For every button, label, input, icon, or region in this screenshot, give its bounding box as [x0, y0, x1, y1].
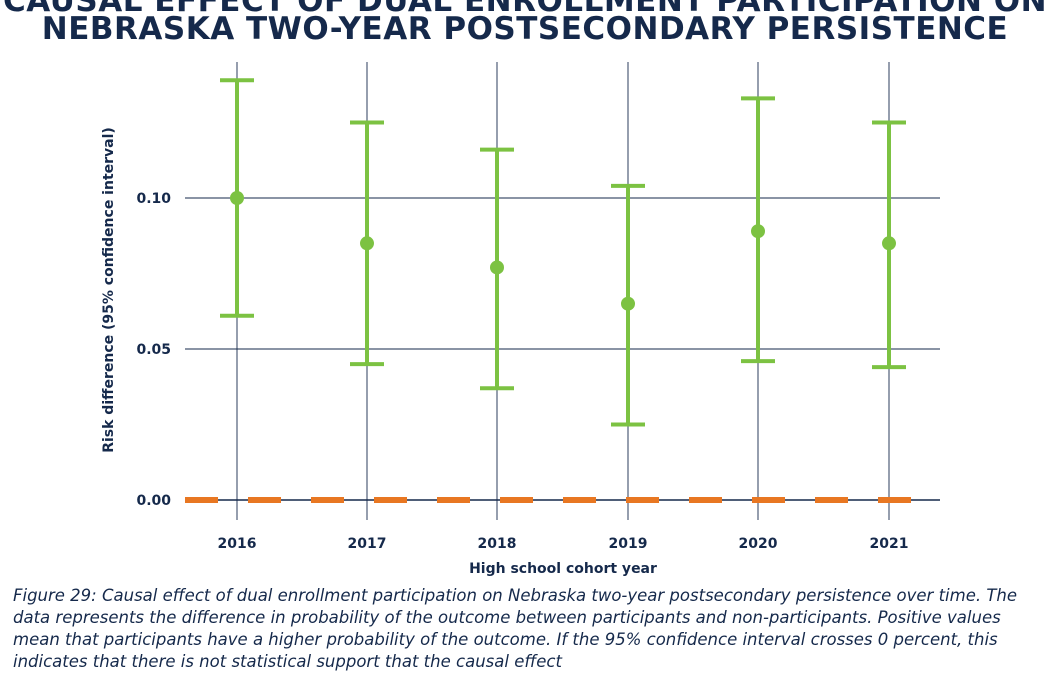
x-axis-label: High school cohort year — [469, 561, 657, 577]
x-tick-label: 2017 — [348, 536, 387, 552]
estimate-point — [230, 191, 244, 205]
estimate-point — [360, 236, 374, 251]
estimate-point — [882, 236, 896, 251]
x-tick-label: 2018 — [478, 536, 517, 552]
y-axis-label: Risk difference (95% confidence interval… — [101, 127, 117, 453]
chart-title-line-1: CAUSAL EFFECT OF DUAL ENROLLMENT PARTICI… — [2, 0, 1048, 19]
series-layer — [220, 78, 906, 427]
x-tick-label: 2019 — [609, 536, 648, 552]
estimate-point — [490, 260, 504, 275]
y-tick-label: 0.00 — [136, 493, 171, 509]
grid-layer — [185, 62, 940, 520]
chart-area: 0.00 0.05 0.10 2016 2017 2018 2019 2020 2021 Hig… — [101, 62, 940, 577]
estimate-point — [751, 224, 765, 239]
x-tick-label: 2020 — [739, 536, 778, 552]
estimate-point — [621, 296, 635, 311]
y-tick-label: 0.05 — [136, 342, 171, 358]
chart-title-line-2: NEBRASKA TWO-YEAR POSTSECONDARY PERSISTE… — [41, 11, 1009, 47]
tick-label-layer: 0.00 0.05 0.10 2016 2017 2018 2019 2020 2021 — [136, 191, 908, 552]
x-tick-label: 2021 — [870, 536, 909, 552]
x-tick-label: 2016 — [218, 536, 257, 552]
y-tick-label: 0.10 — [136, 191, 171, 207]
figure-caption: Figure 29: Causal effect of dual enrollm… — [13, 586, 1018, 671]
